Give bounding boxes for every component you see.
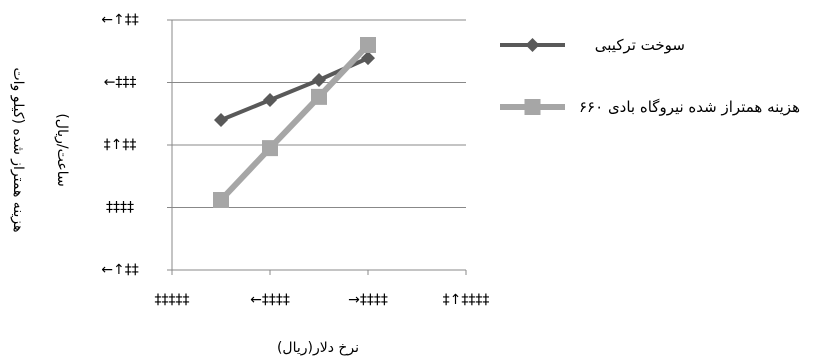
marker bbox=[263, 93, 277, 107]
marker bbox=[214, 113, 228, 127]
y-tick-label: ‡↑‡‡ bbox=[104, 137, 137, 153]
marker bbox=[312, 73, 326, 87]
legend-entry: سوخت ترکیبی bbox=[594, 36, 685, 54]
y-axis-label: هزینه همتراز شده (کیلو وات bbox=[10, 67, 26, 232]
x-tick-label: ‡‡‡‡‡ bbox=[155, 292, 190, 308]
legend-marker bbox=[525, 38, 540, 52]
y-tick-label: ←↑‡‡ bbox=[101, 262, 138, 278]
legend-marker bbox=[524, 99, 541, 115]
series-line bbox=[218, 42, 371, 203]
marker bbox=[311, 88, 327, 105]
y-tick-label: ←↑‡‡ bbox=[101, 12, 138, 28]
marker bbox=[361, 51, 375, 66]
marker bbox=[262, 140, 278, 157]
marker bbox=[213, 192, 229, 208]
x-tick-label: →‡‡‡‡ bbox=[348, 292, 388, 308]
x-tick-label: ‡↑‡‡‡‡ bbox=[443, 292, 490, 308]
x-axis-label: نرخ دلار(ریال) bbox=[277, 340, 359, 356]
y-tick-label: ←‡‡‡ bbox=[104, 75, 137, 91]
y-axis-label: ساعت/ریال) bbox=[54, 113, 70, 186]
marker bbox=[360, 37, 376, 53]
legend-entry: هزینه همتراز شده نیروگاه بادی ۶۶۰ bbox=[579, 98, 800, 116]
y-tick-label: ‡‡‡‡ bbox=[106, 200, 134, 216]
x-tick-label: ←‡‡‡‡ bbox=[250, 292, 290, 308]
